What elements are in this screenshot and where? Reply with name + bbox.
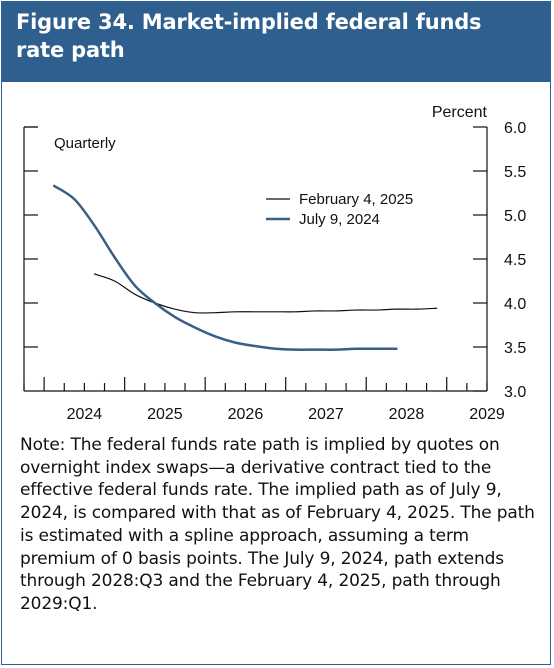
x-tick-label: 2028 [389,406,425,423]
figure-title: Figure 34. Market-implied federal funds … [2,2,550,82]
series-layer [52,184,438,351]
y-tick-label: 3.0 [504,384,526,401]
axis-layer [23,126,488,392]
y-tick-label: 4.5 [504,252,526,269]
x-tick-label: 2029 [469,406,505,423]
frequency-label: Quarterly [54,135,116,152]
x-tick-label: 2027 [308,406,344,423]
series-line-jul-2024 [52,184,398,351]
y-axis-label: Percent [432,104,488,121]
chart: 3.0 3.5 4.0 4.5 5.0 5.5 6.0 2024 2025 2026 2027 202… [23,104,526,423]
x-tick-label: 2025 [147,406,183,423]
y-tick-label: 6.0 [504,120,526,137]
y-tick-label: 5.5 [504,164,526,181]
y-tick-label: 3.5 [504,340,526,357]
figure-note: Note: The federal funds rate path is imp… [20,435,535,614]
y-tick-label: 4.0 [504,296,526,313]
x-tick-label: 2026 [228,406,264,423]
legend-label-jul: July 9, 2024 [299,211,380,228]
tick-layer: 3.0 3.5 4.0 4.5 5.0 5.5 6.0 2024 2025 2026 2027 202… [23,120,526,423]
legend: February 4, 2025 July 9, 2024 [266,191,413,228]
x-tick-label: 2024 [67,406,103,423]
series-line-feb-2025 [93,273,438,314]
y-tick-label: 5.0 [504,208,526,225]
legend-label-feb: February 4, 2025 [299,191,413,208]
